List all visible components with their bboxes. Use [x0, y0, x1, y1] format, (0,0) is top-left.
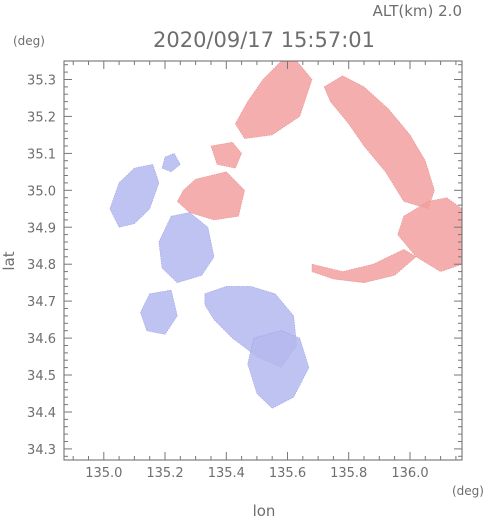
x-tick-label: 135.4 [208, 466, 245, 481]
echo-layer [109, 61, 462, 409]
echo-region-negative-11 [161, 153, 181, 173]
echo-region-negative-7 [158, 212, 215, 284]
y-tick-label: 35.2 [27, 110, 56, 125]
echo-region-negative-9 [140, 289, 178, 335]
y-tick-label: 35.0 [27, 184, 56, 199]
x-tick-label: 135.2 [146, 466, 183, 481]
echo-region-positive-3 [311, 249, 417, 284]
echo-region-negative-6 [109, 164, 160, 228]
y-axis-label: lat [0, 251, 18, 270]
y-tick-label: 35.3 [27, 74, 56, 89]
x-tick-label: 135.6 [269, 466, 306, 481]
y-tick-label: 34.6 [27, 332, 56, 347]
y-tick-label: 34.3 [27, 443, 56, 458]
echo-region-positive-2 [397, 197, 462, 272]
y-axis-unit: (deg) [13, 34, 45, 48]
x-tick-label: 136.0 [391, 466, 428, 481]
x-axis-unit: (deg) [452, 484, 484, 498]
y-tick-label: 35.1 [27, 147, 56, 162]
y-tick-label: 34.4 [27, 406, 56, 421]
y-tick-label: 34.5 [27, 369, 56, 384]
echo-region-positive-1 [323, 75, 435, 210]
x-tick-label: 135.8 [330, 466, 367, 481]
echo-region-positive-4 [176, 171, 245, 221]
echo-region-negative-10 [247, 330, 310, 409]
x-axis-label: lon [253, 502, 276, 520]
axis-ticks [64, 61, 462, 460]
x-tick-label: 135.0 [85, 466, 122, 481]
y-tick-label: 34.8 [27, 258, 56, 273]
y-tick-label: 34.9 [27, 221, 56, 236]
plot-frame [63, 60, 463, 461]
echo-region-positive-5 [210, 141, 242, 169]
timestamp-title: 2020/09/17 15:57:01 [153, 28, 375, 52]
altitude-label: ALT(km) 2.0 [373, 2, 462, 20]
y-tick-label: 34.7 [27, 295, 56, 310]
echo-region-positive-0 [235, 61, 313, 139]
